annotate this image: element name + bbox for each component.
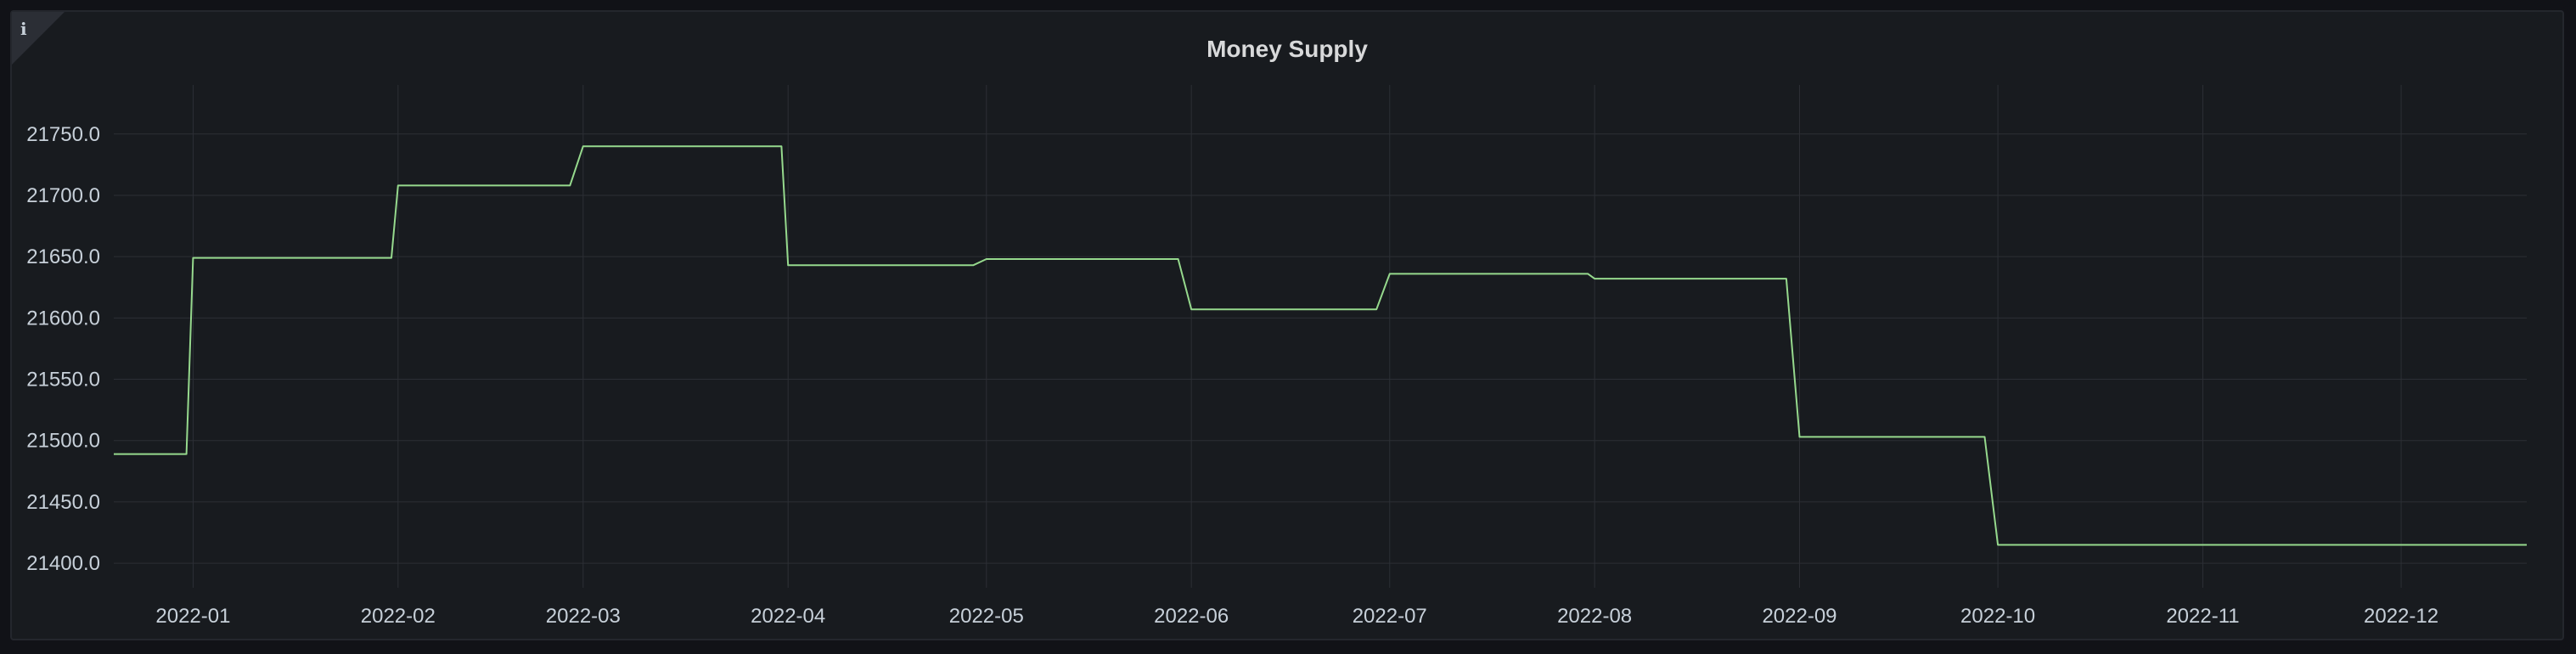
x-tick-label: 2022-01 (155, 605, 230, 628)
series-layer (113, 145, 2528, 546)
x-tick-label: 2022-11 (2166, 605, 2239, 628)
y-tick-label: 21700.0 (26, 184, 100, 207)
x-tick-label: 2022-07 (1353, 605, 1427, 628)
x-tick-label: 2022-12 (2364, 605, 2438, 628)
x-tick-label: 2022-05 (949, 605, 1024, 628)
x-tick-label: 2022-03 (546, 605, 621, 628)
x-tick-label: 2022-02 (361, 605, 436, 628)
series-line[interactable] (114, 145, 2527, 546)
y-tick-label: 21600.0 (26, 307, 100, 330)
axis-layer: 21400.0 21450.0 21500.0 21550.0 21600.0 21650… (26, 123, 2438, 628)
y-tick-label: 21400.0 (26, 552, 100, 575)
x-tick-label: 2022-08 (1557, 605, 1632, 628)
x-tick-label: 2022-10 (1960, 605, 2035, 628)
panel-title: Money Supply (1206, 36, 1368, 62)
panel-info-corner[interactable] (12, 12, 65, 65)
info-icon[interactable]: i (20, 19, 27, 39)
y-tick-label: 21500.0 (26, 430, 100, 453)
y-tick-label: 21450.0 (26, 491, 100, 514)
x-tick-label: 2022-06 (1154, 605, 1229, 628)
y-tick-label: 21650.0 (26, 245, 100, 268)
grid-layer (114, 85, 2527, 588)
x-tick-label: 2022-04 (751, 605, 825, 628)
y-tick-label: 21750.0 (26, 123, 100, 146)
chart-panel: i Money Supply (10, 10, 2564, 640)
y-tick-label: 21550.0 (26, 369, 100, 392)
x-tick-label: 2022-09 (1762, 605, 1836, 628)
